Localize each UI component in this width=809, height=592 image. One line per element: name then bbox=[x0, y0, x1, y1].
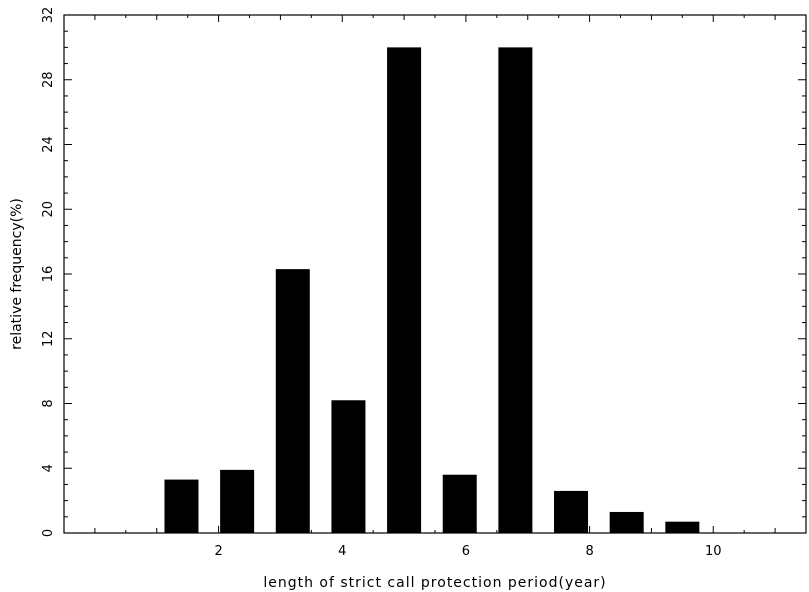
bar-2 bbox=[220, 469, 255, 533]
y-tick-label: 8 bbox=[41, 399, 56, 407]
y-tick-label: 32 bbox=[41, 7, 56, 24]
bar-8 bbox=[554, 490, 589, 533]
bar-10 bbox=[665, 521, 700, 533]
x-tick-label: 8 bbox=[585, 544, 593, 559]
bar-7 bbox=[498, 47, 533, 533]
x-axis-label: length of strict call protection period(… bbox=[263, 575, 606, 591]
y-tick-label: 20 bbox=[41, 201, 56, 218]
y-tick-label: 28 bbox=[41, 71, 56, 88]
y-tick-label: 16 bbox=[41, 266, 56, 283]
y-tick-label: 0 bbox=[41, 529, 56, 537]
bar-3 bbox=[275, 269, 310, 533]
bars bbox=[164, 47, 700, 533]
bar-6 bbox=[442, 474, 477, 533]
y-tick-label: 12 bbox=[41, 330, 56, 347]
x-axis: 2 4 6 8 10 bbox=[94, 15, 776, 559]
x-tick-label: 6 bbox=[462, 544, 470, 559]
x-tick-label: 4 bbox=[338, 544, 346, 559]
y-tick-label: 4 bbox=[41, 464, 56, 472]
y-axis-label: relative frequency(%) bbox=[9, 198, 25, 350]
bar-4 bbox=[331, 400, 366, 533]
x-tick-label: 10 bbox=[705, 544, 722, 559]
y-tick-label: 24 bbox=[41, 136, 56, 153]
bar-9 bbox=[609, 511, 644, 533]
bar-5 bbox=[387, 47, 422, 533]
bar-1 bbox=[164, 479, 199, 533]
x-tick-label: 2 bbox=[214, 544, 222, 559]
plot-frame bbox=[63, 14, 807, 534]
y-axis: 0 4 8 12 16 20 24 28 32 bbox=[41, 7, 806, 537]
